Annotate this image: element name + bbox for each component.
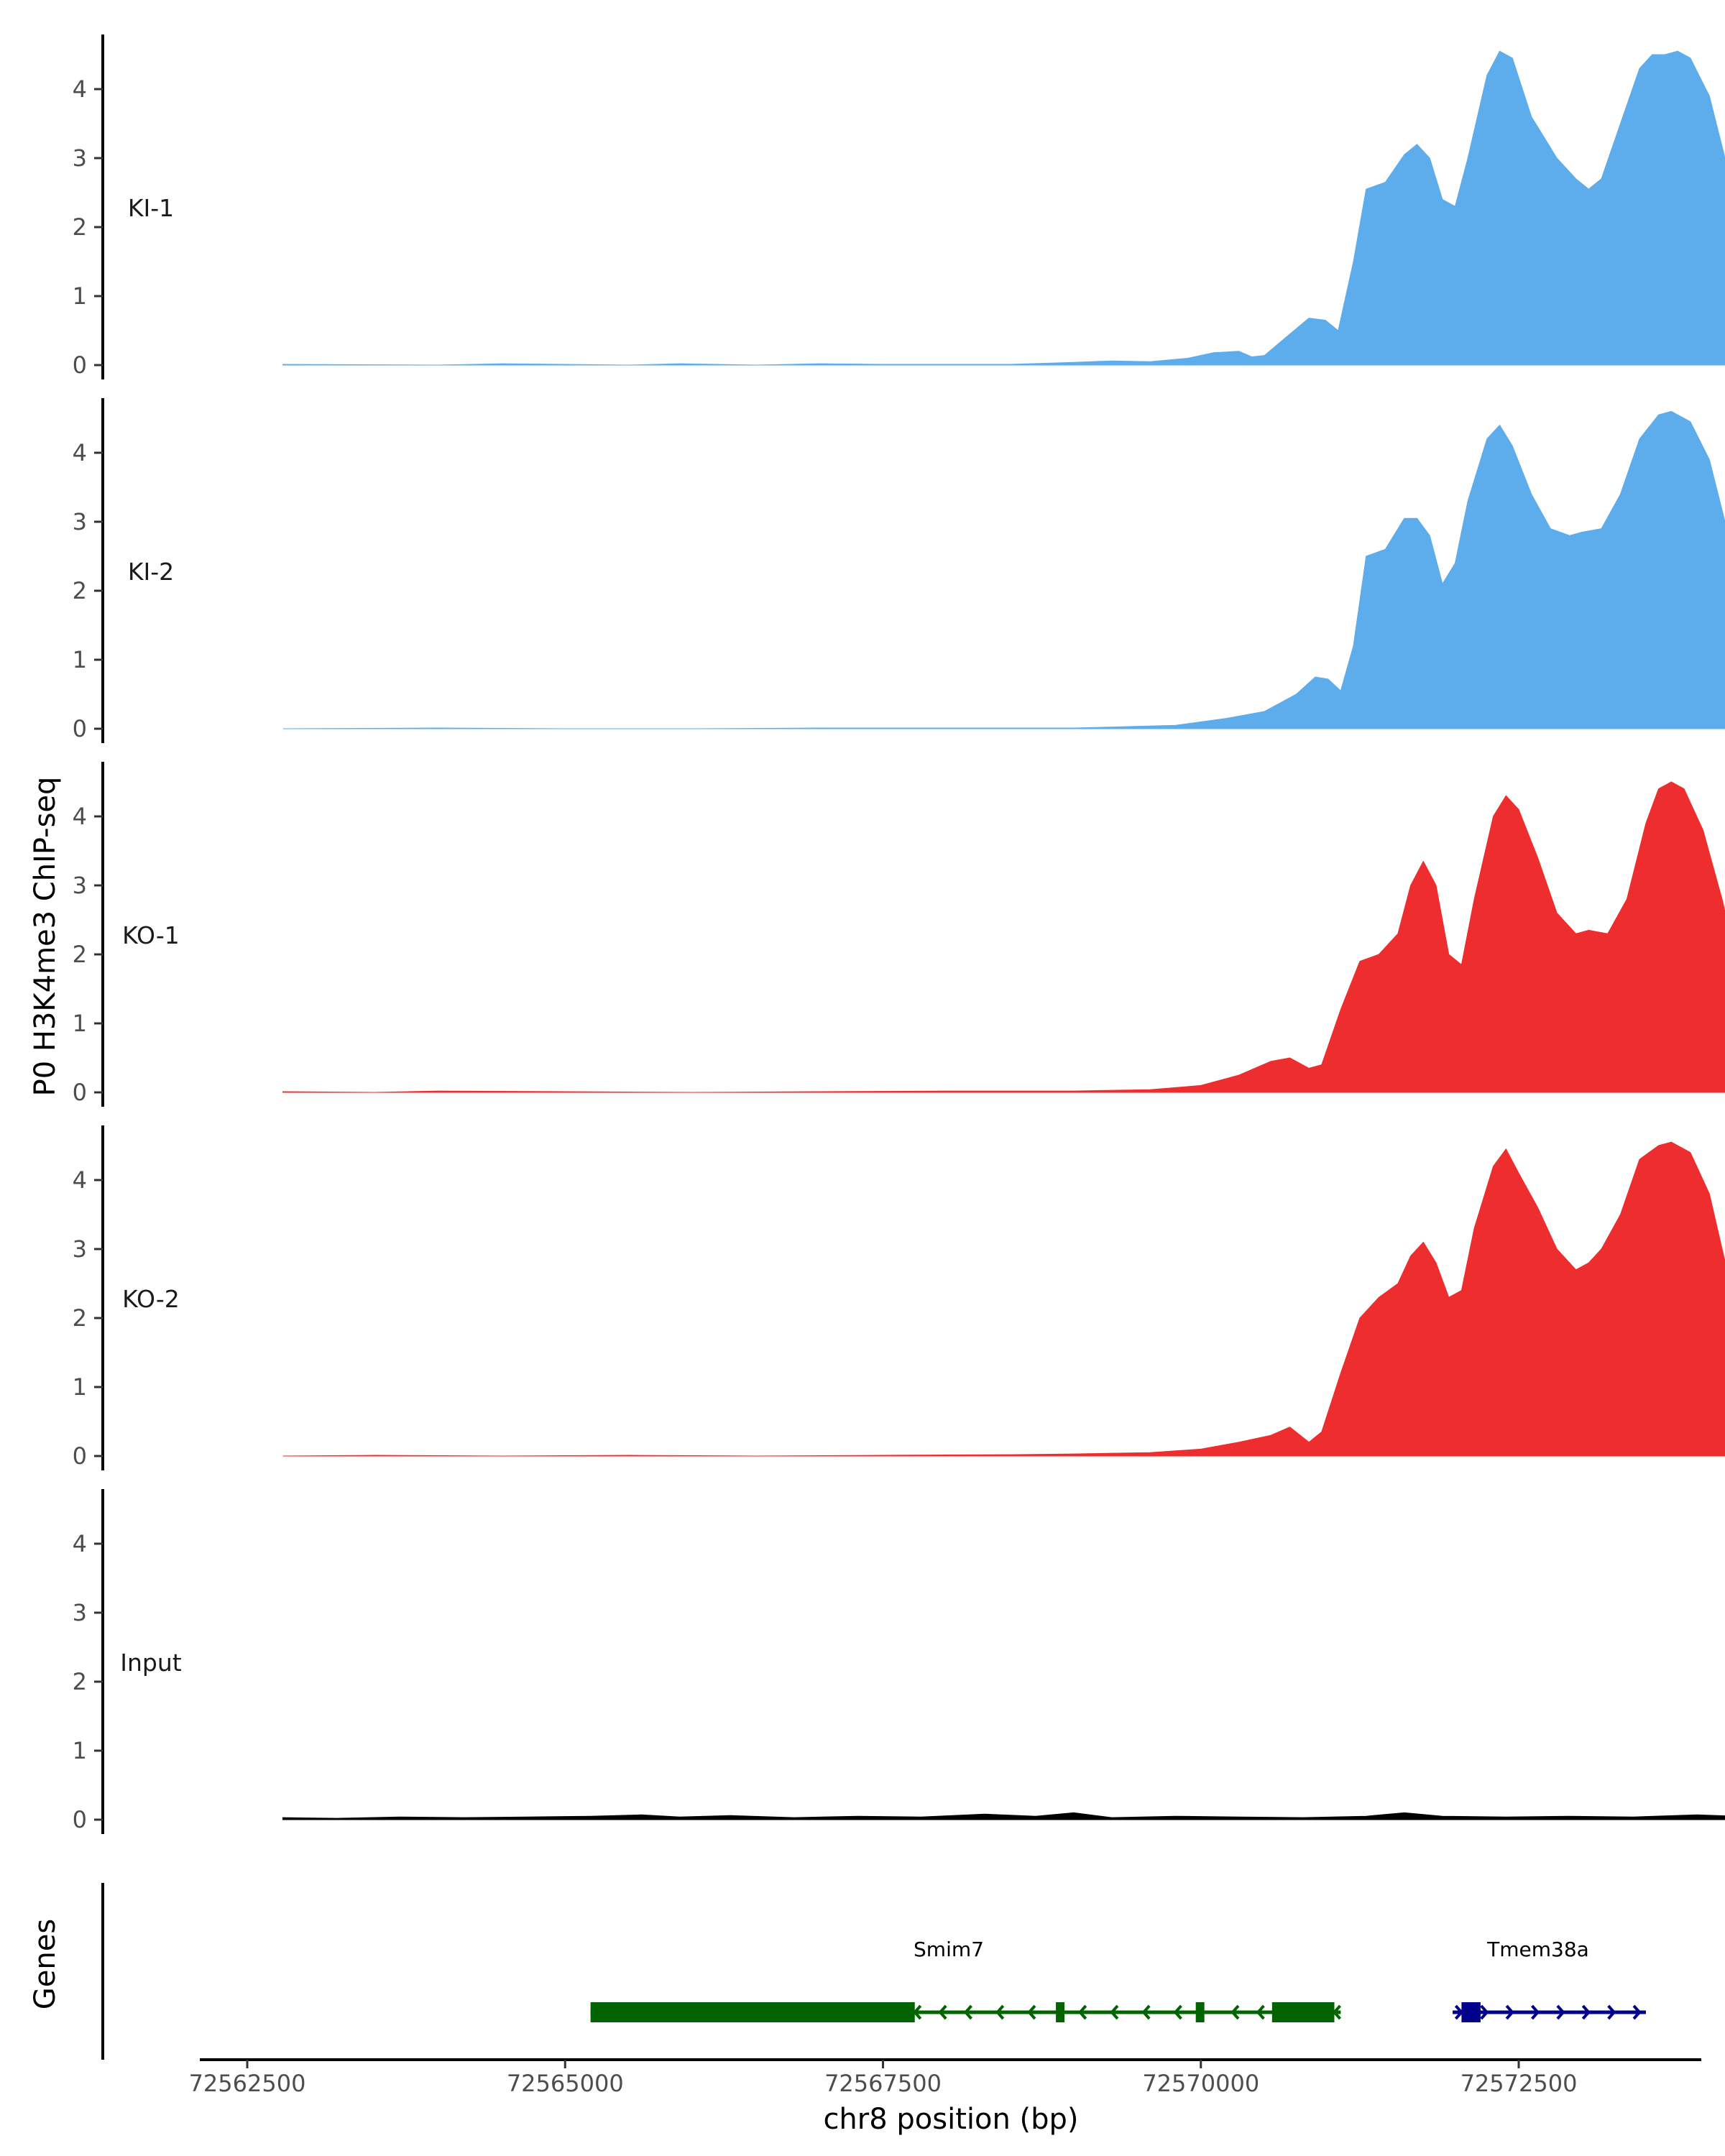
y-tick-label: 0 — [73, 715, 87, 742]
gene-exon — [1056, 2002, 1065, 2022]
gene-smim7: Smim7 — [590, 1938, 1341, 2022]
track-ko-1: 0 1 2 3 4 KO-1 — [73, 762, 1725, 1107]
y-tick-label: 4 — [73, 439, 87, 466]
y-tick-label: 0 — [73, 1442, 87, 1470]
strand-arrow — [1230, 2004, 1240, 2020]
coverage-area-input — [282, 1812, 1725, 1820]
strand-arrow — [1110, 2004, 1119, 2020]
strand-arrow — [1531, 2004, 1540, 2020]
coverage-area-ki-1 — [282, 50, 1725, 366]
track-label: KO-2 — [122, 1285, 180, 1313]
y-tick-label: 0 — [73, 351, 87, 379]
strand-arrow — [1556, 2004, 1565, 2020]
y-tick-label: 0 — [73, 1079, 87, 1106]
gene-exon — [1195, 2002, 1205, 2022]
coverage-area-ki-2 — [282, 410, 1725, 729]
gene-tmem38a: Tmem38a — [1453, 1938, 1646, 2022]
x-tick-label: 72572500 — [1460, 2070, 1578, 2097]
y-tick-label: 3 — [73, 508, 87, 535]
track-label: KI-2 — [128, 558, 174, 586]
strand-arrow — [963, 2004, 972, 2020]
y-tick-label: 4 — [73, 803, 87, 830]
track-label: KO-1 — [122, 921, 180, 949]
gene-exon — [590, 2002, 915, 2022]
strand-arrow — [1256, 2004, 1265, 2020]
track-input: 0 1 2 3 4 Input — [73, 1489, 1725, 1834]
y-tick-label: 2 — [73, 577, 87, 604]
track-ki-1: 0 1 2 3 4 KI-1 — [73, 34, 1725, 379]
strand-arrow — [1141, 2004, 1151, 2020]
coverage-area-ko-2 — [282, 1141, 1725, 1457]
strand-arrow — [1078, 2004, 1087, 2020]
strand-arrow — [1332, 2004, 1341, 2020]
coverage-tracks: 0 1 2 3 4 KI-1 0 1 2 3 4 KI-2 0 1 2 3 4 KO-1 0 1 2 3 4 KO-2 0 1 2 3… — [73, 34, 1725, 1834]
y-tick-label: 1 — [73, 282, 87, 310]
y-tick-label: 2 — [73, 1304, 87, 1332]
y-tick-label: 3 — [73, 1235, 87, 1263]
strand-arrow — [1607, 2004, 1616, 2020]
x-axis-label: chr8 position (bp) — [823, 2103, 1078, 2136]
strand-arrow — [913, 2004, 922, 2020]
track-ko-2: 0 1 2 3 4 KO-2 — [73, 1125, 1725, 1470]
strand-arrow — [995, 2004, 1005, 2020]
y-axis-label: P0 H3K4me3 ChIP-seq — [29, 777, 62, 1097]
y-tick-label: 2 — [73, 213, 87, 241]
x-axis-ticks: 72562500 72565000 72567500 72570000 72572500 — [189, 2060, 1578, 2097]
track-ki-2: 0 1 2 3 4 KI-2 — [73, 398, 1725, 743]
strand-arrow — [938, 2004, 947, 2020]
strand-arrow — [1027, 2004, 1036, 2020]
x-tick-label: 72562500 — [189, 2070, 306, 2097]
y-tick-label: 1 — [73, 1373, 87, 1401]
strand-arrow — [1173, 2004, 1182, 2020]
x-tick-label: 72570000 — [1142, 2070, 1259, 2097]
coverage-area-ko-1 — [282, 781, 1725, 1093]
y-tick-label: 4 — [73, 1166, 87, 1194]
genes-label: Genes — [29, 1919, 62, 2009]
y-tick-label: 3 — [73, 1599, 87, 1626]
track-label: Input — [120, 1649, 182, 1677]
x-tick-label: 72567500 — [824, 2070, 942, 2097]
y-tick-label: 2 — [73, 941, 87, 968]
gene-exon — [1461, 2002, 1481, 2022]
strand-arrow — [1632, 2004, 1642, 2020]
strand-arrow — [1480, 2004, 1489, 2020]
x-tick-label: 72565000 — [507, 2070, 624, 2097]
y-tick-label: 1 — [73, 1737, 87, 1764]
gene-exon — [1271, 2002, 1335, 2022]
y-tick-label: 4 — [73, 75, 87, 103]
strand-arrow — [1505, 2004, 1514, 2020]
y-tick-label: 3 — [73, 144, 87, 172]
gene-name-label: Smim7 — [914, 1938, 984, 1961]
y-tick-label: 0 — [73, 1806, 87, 1833]
genes-panel: Smim7 Tmem38a — [590, 1938, 1646, 2022]
y-tick-label: 2 — [73, 1668, 87, 1695]
strand-arrow — [1454, 2004, 1464, 2020]
y-tick-label: 1 — [73, 1010, 87, 1037]
track-label: KI-1 — [128, 194, 174, 222]
y-tick-label: 3 — [73, 872, 87, 899]
y-tick-label: 4 — [73, 1530, 87, 1557]
y-tick-label: 1 — [73, 646, 87, 673]
strand-arrow — [1581, 2004, 1591, 2020]
gene-name-label: Tmem38a — [1486, 1938, 1589, 1961]
